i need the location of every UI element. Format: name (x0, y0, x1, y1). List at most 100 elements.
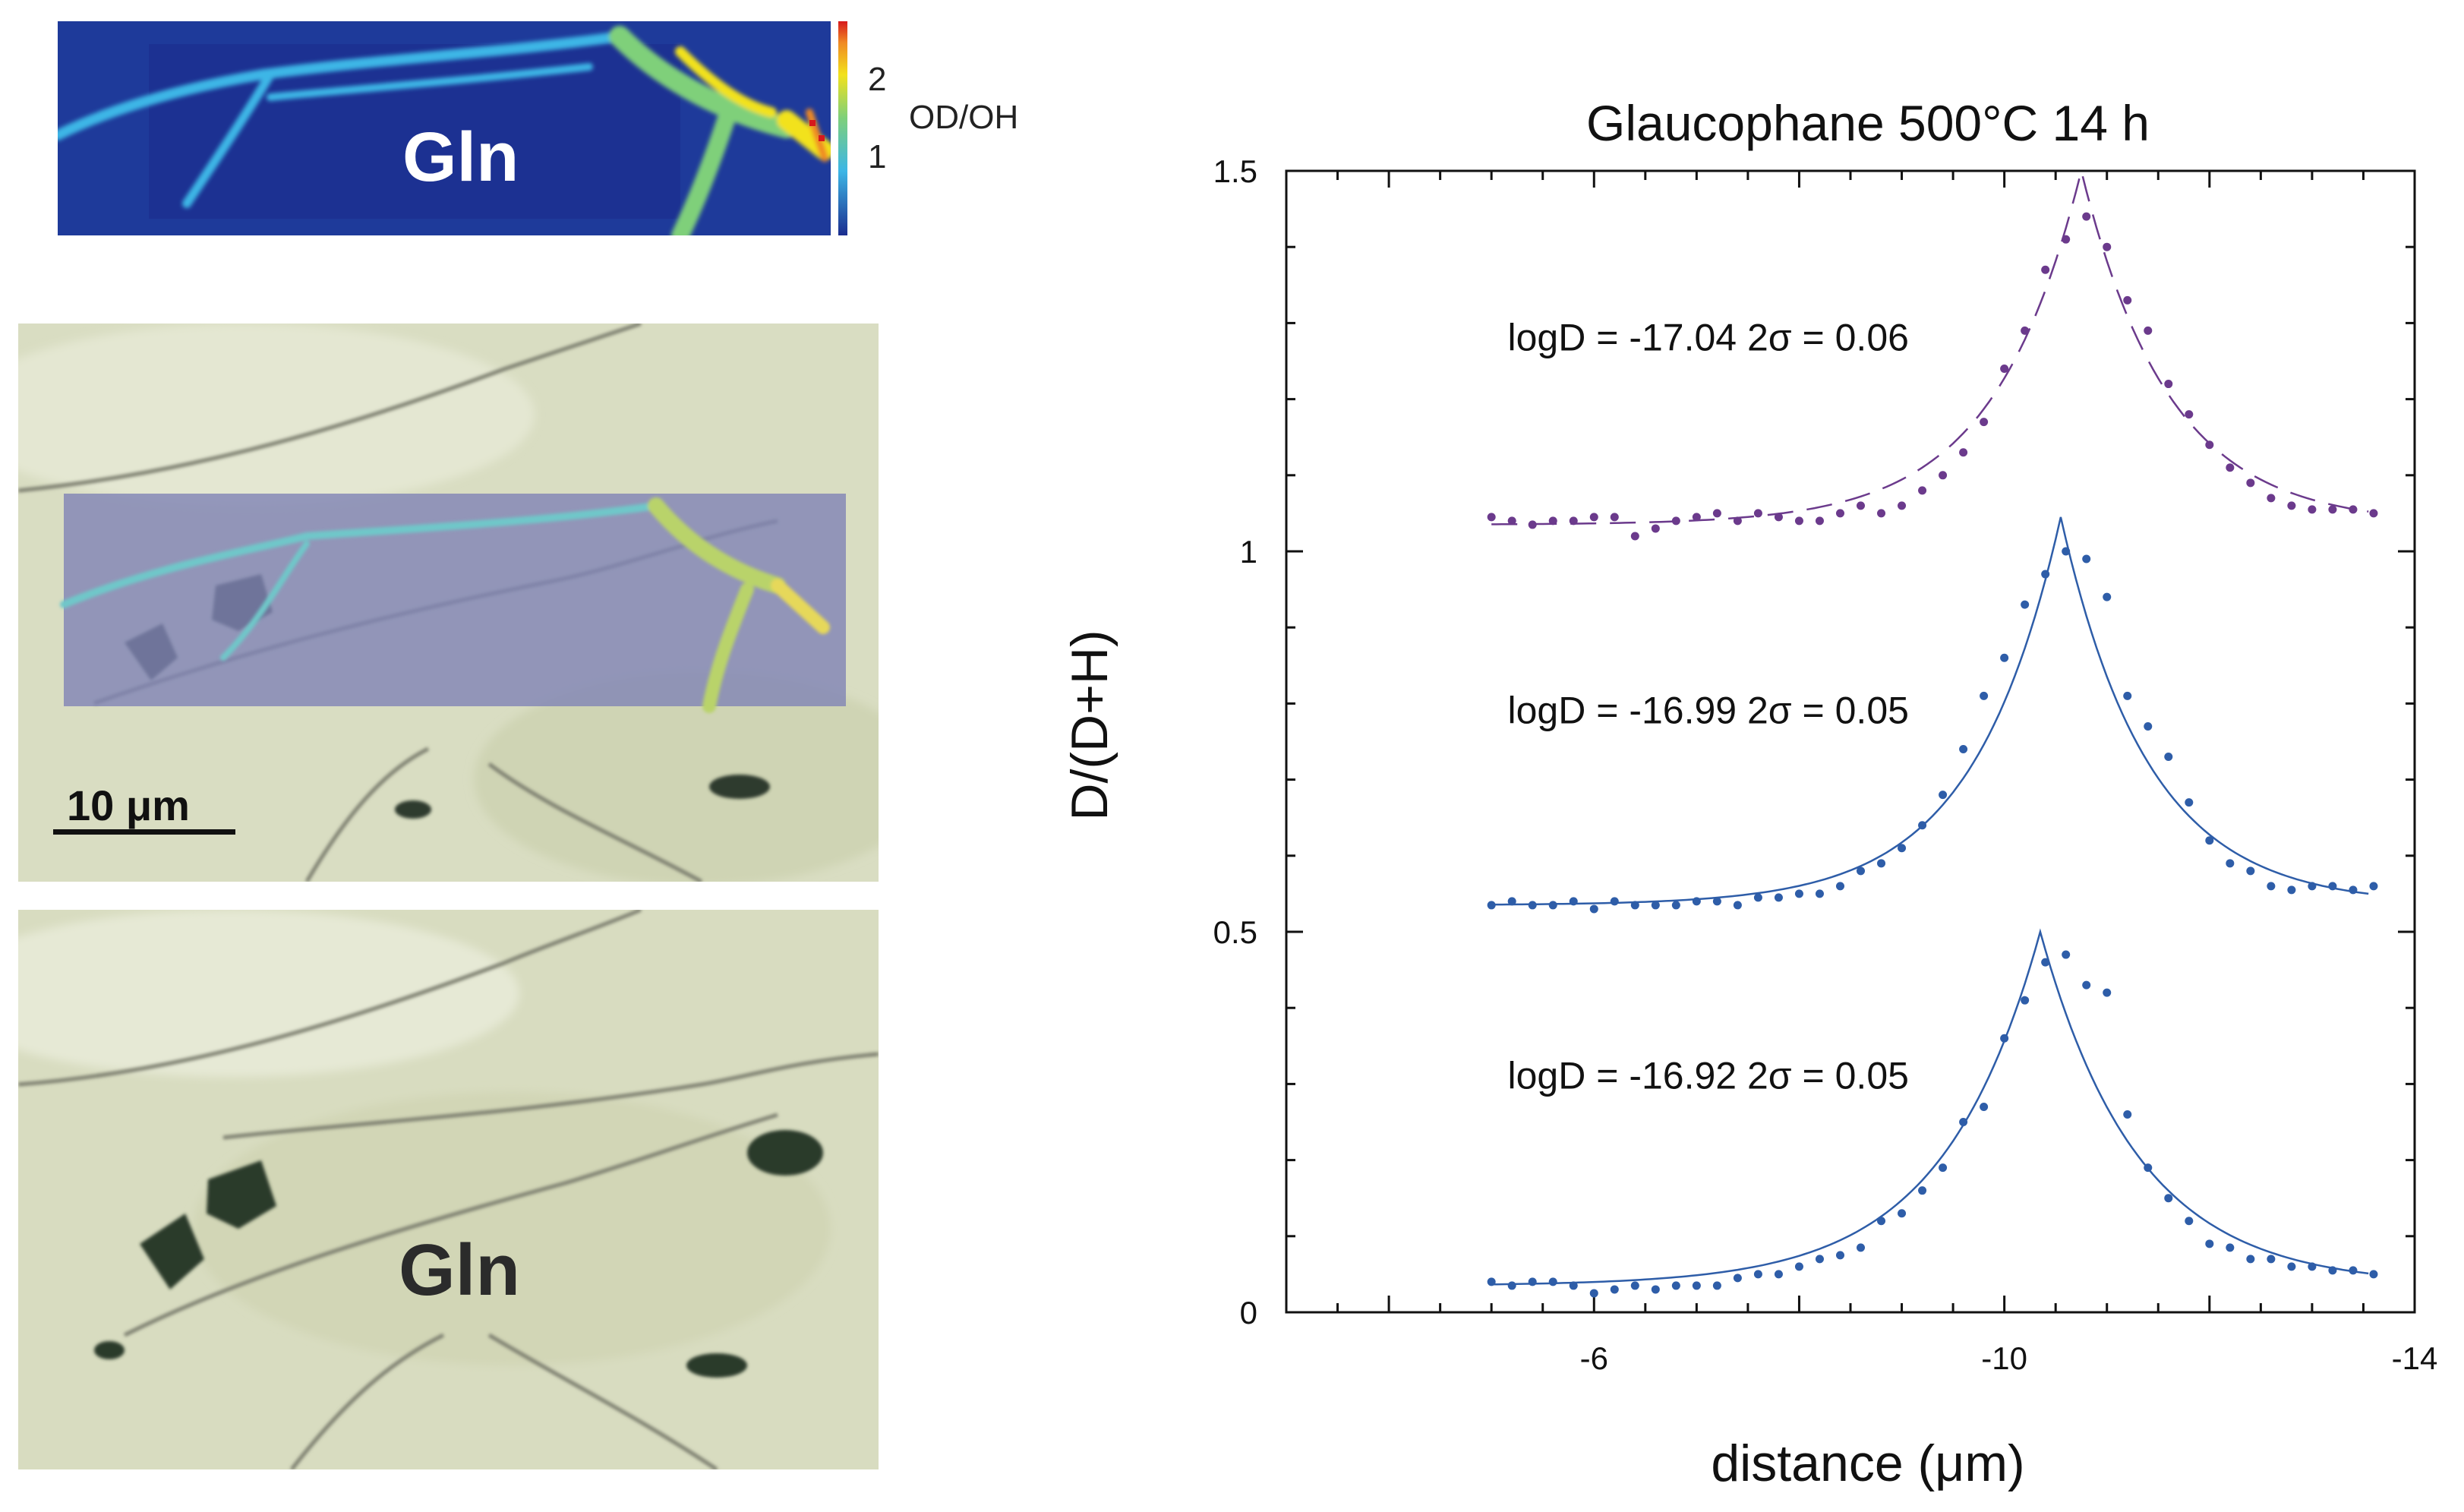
data-point (1569, 1281, 1578, 1290)
data-point (1753, 509, 1762, 518)
od-oh-map-image (58, 21, 847, 235)
data-point (2000, 653, 2009, 662)
data-point (2267, 1255, 2276, 1264)
data-point (2267, 494, 2276, 503)
data-point (1692, 513, 1701, 522)
data-point (1918, 486, 1927, 495)
data-point (1528, 1277, 1537, 1286)
scale-bar (53, 829, 235, 835)
y-tick-label: 1.5 (1213, 153, 1257, 189)
data-point (1589, 513, 1598, 522)
y-tick-label: 1 (1240, 534, 1257, 570)
data-point (1980, 691, 1989, 700)
data-point (1528, 520, 1537, 529)
data-point (1939, 1163, 1948, 1173)
data-point (2246, 866, 2255, 876)
data-point (1733, 901, 1742, 910)
data-point (1589, 1289, 1598, 1298)
x-axis-label: distance (μm) (1711, 1435, 2024, 1492)
data-point (1610, 897, 1619, 906)
data-point (1630, 532, 1639, 541)
data-point (2062, 950, 2071, 959)
data-point (1487, 1277, 1496, 1286)
data-point (2205, 1239, 2214, 1248)
data-point (1548, 1277, 1557, 1286)
data-point (1898, 1209, 1907, 1218)
micrograph-with-overlay (18, 324, 879, 882)
data-point (1712, 897, 1721, 906)
data-point (1507, 897, 1516, 906)
data-point (2205, 440, 2214, 450)
data-point (2205, 836, 2214, 845)
data-point (2267, 882, 2276, 891)
data-point (2226, 1243, 2235, 1252)
data-point (1794, 1262, 1803, 1271)
data-point (1815, 889, 1824, 898)
data-point (2021, 996, 2030, 1005)
data-point (2103, 242, 2112, 251)
data-point (2246, 1255, 2255, 1264)
data-point (1630, 901, 1639, 910)
od-oh-map (58, 21, 855, 235)
data-point (1507, 516, 1516, 526)
data-point (2144, 1163, 2153, 1173)
data-point (1712, 509, 1721, 518)
data-point (2287, 1262, 2296, 1271)
data-point (1877, 859, 1886, 868)
data-point (2349, 885, 2358, 895)
data-point (2185, 410, 2194, 419)
chart-plot-area: -6 -10 -14 0 0.5 1 1.5 logD = -17.04 2σ = 0.06 l… (1213, 153, 2438, 1376)
data-point (2308, 1262, 2317, 1271)
colorbar (838, 21, 847, 235)
data-point (2287, 501, 2296, 510)
data-point (2144, 721, 2153, 731)
fit-curve-1 (1491, 170, 2369, 526)
data-point (1959, 745, 1968, 754)
x-tick-label: -10 (1981, 1340, 2027, 1376)
data-point (1753, 1270, 1762, 1279)
data-point (1980, 418, 1989, 427)
data-point (1610, 513, 1619, 522)
data-point (2000, 365, 2009, 374)
fit-annotation-1: logD = -17.04 2σ = 0.06 (1508, 316, 1909, 358)
data-point (1671, 1281, 1680, 1290)
data-point (1528, 901, 1537, 910)
data-point (1753, 893, 1762, 902)
data-point (2082, 980, 2091, 990)
data-point (1774, 513, 1783, 522)
micrograph-plain (18, 910, 879, 1469)
data-point (1857, 1243, 1866, 1252)
data-point (2226, 859, 2235, 868)
micrograph-mineral-label: Gln (399, 1229, 520, 1311)
data-point (1815, 516, 1824, 526)
data-point (2328, 882, 2337, 891)
data-point (2164, 1194, 2173, 1203)
data-point (1815, 1255, 1824, 1264)
data-point (1671, 516, 1680, 526)
data-point (1774, 1270, 1783, 1279)
map-mineral-label: Gln (402, 118, 519, 196)
data-point (1569, 516, 1578, 526)
data-point (1835, 509, 1844, 518)
data-point (1918, 821, 1927, 830)
data-point (1712, 1281, 1721, 1290)
data-point (2308, 882, 2317, 891)
data-point (1487, 513, 1496, 522)
data-point (2185, 1217, 2194, 1226)
data-point (2103, 988, 2112, 997)
colorbar-label: OD/OH (909, 99, 1019, 136)
data-point (1857, 501, 1866, 510)
data-point (1898, 844, 1907, 853)
colorbar-tick-1: 1 (868, 138, 887, 175)
data-point (2185, 798, 2194, 807)
data-point (2369, 509, 2378, 518)
data-point (1835, 882, 1844, 891)
data-point (1548, 901, 1557, 910)
data-point (2287, 885, 2296, 895)
data-point (2246, 478, 2255, 488)
data-point (2123, 1110, 2132, 1119)
data-point (2369, 882, 2378, 891)
colorbar-tick-2: 2 (868, 61, 887, 98)
scale-bar-label: 10 μm (67, 781, 190, 829)
data-point (1980, 1102, 1989, 1111)
